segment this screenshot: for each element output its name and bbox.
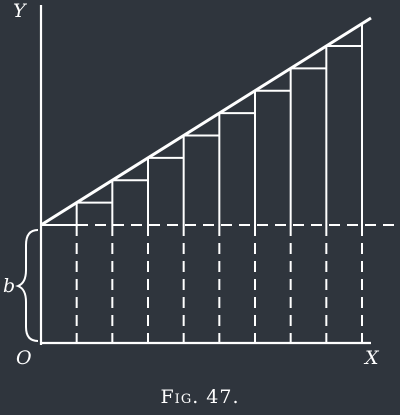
brace-b <box>15 229 39 342</box>
sloped-line <box>40 16 372 227</box>
y-axis-label: Y <box>13 0 28 22</box>
x-axis-label: X <box>363 347 380 369</box>
axes <box>39 5 371 345</box>
figure-caption: Fig. 47. <box>160 386 240 408</box>
intercept-label: b <box>3 275 15 297</box>
step-group <box>41 23 363 226</box>
origin-label: O <box>16 347 32 369</box>
vertical-dashed-lines <box>75 225 363 343</box>
